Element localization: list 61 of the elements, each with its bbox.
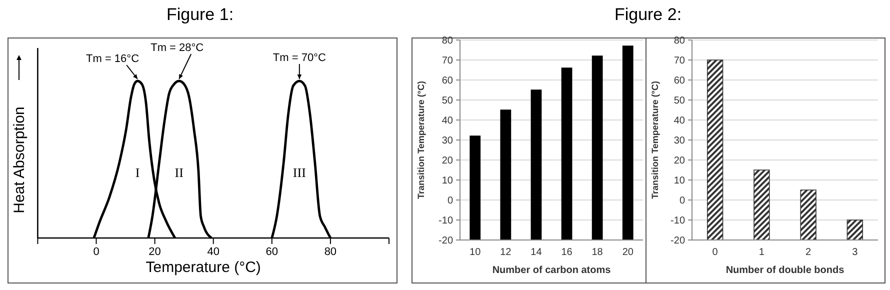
y-tick-label: 10 (674, 176, 686, 186)
x-tick-label: 3 (852, 247, 858, 258)
x-axis-title: Number of double bonds (726, 265, 845, 276)
series-label: I (135, 164, 140, 180)
y-tick-label: 0 (679, 196, 686, 206)
bar (800, 190, 816, 240)
y-axis-title: Transition Temperature (°C) (650, 81, 660, 199)
y-tick-label: 70 (674, 56, 686, 66)
bar (561, 68, 572, 240)
bar (470, 136, 481, 240)
y-tick-label: -10 (438, 216, 454, 226)
x-tick-label: 2 (806, 247, 812, 258)
bar (622, 46, 634, 240)
bar (592, 56, 603, 240)
y-axis-title: Heat Absorption (11, 106, 28, 214)
annotation: Tm = 70°C (272, 52, 326, 64)
y-tick-label: 40 (442, 116, 454, 126)
x-tick-label: 16 (561, 247, 573, 258)
y-tick-label: 40 (674, 116, 686, 126)
x-tick-label: 80 (324, 246, 337, 258)
y-tick-label: 80 (442, 36, 454, 46)
y-tick-label: -20 (670, 236, 686, 246)
annotation: Tm = 16°C (86, 53, 140, 65)
y-tick-label: 30 (442, 136, 454, 146)
bar (530, 90, 542, 240)
series-label: III (292, 164, 306, 180)
x-axis-title: Number of carbon atoms (492, 265, 612, 276)
x-tick-label: 0 (712, 247, 718, 258)
y-tick-label: 10 (442, 176, 454, 186)
annotation: Tm = 28°C (150, 42, 204, 54)
y-tick-label: 70 (442, 56, 454, 66)
y-tick-label: 30 (674, 136, 686, 146)
y-tick-label: 20 (442, 156, 454, 166)
x-tick-label: 0 (93, 246, 100, 258)
x-axis-title: Temperature (°C) (146, 259, 261, 276)
y-tick-label: 50 (674, 96, 686, 106)
x-tick-label: 40 (207, 246, 220, 258)
bar (500, 110, 512, 240)
x-tick-label: 12 (500, 247, 512, 258)
x-tick-label: 18 (592, 247, 604, 258)
x-tick-label: 60 (266, 246, 278, 258)
chart-title: Figure 2: (614, 5, 682, 24)
x-tick-label: 1 (758, 247, 765, 258)
series-label: II (174, 164, 184, 180)
y-tick-label: -10 (670, 216, 686, 226)
x-tick-label: 14 (530, 247, 542, 258)
bar (754, 170, 770, 240)
y-tick-label: 20 (674, 156, 686, 166)
y-tick-label: 60 (674, 76, 686, 86)
y-tick-label: 60 (442, 76, 454, 86)
x-tick-label: 20 (148, 246, 161, 258)
y-tick-label: -20 (438, 236, 454, 246)
bar (846, 220, 864, 240)
y-tick-label: 0 (447, 196, 454, 206)
bar (706, 60, 724, 240)
chart-title: Figure 1: (166, 5, 234, 24)
x-tick-label: 20 (622, 247, 634, 258)
y-tick-label: 80 (674, 36, 686, 46)
x-tick-label: 10 (470, 247, 482, 258)
y-axis-title: Transition Temperature (°C) (416, 81, 426, 199)
y-tick-label: 50 (442, 96, 454, 106)
